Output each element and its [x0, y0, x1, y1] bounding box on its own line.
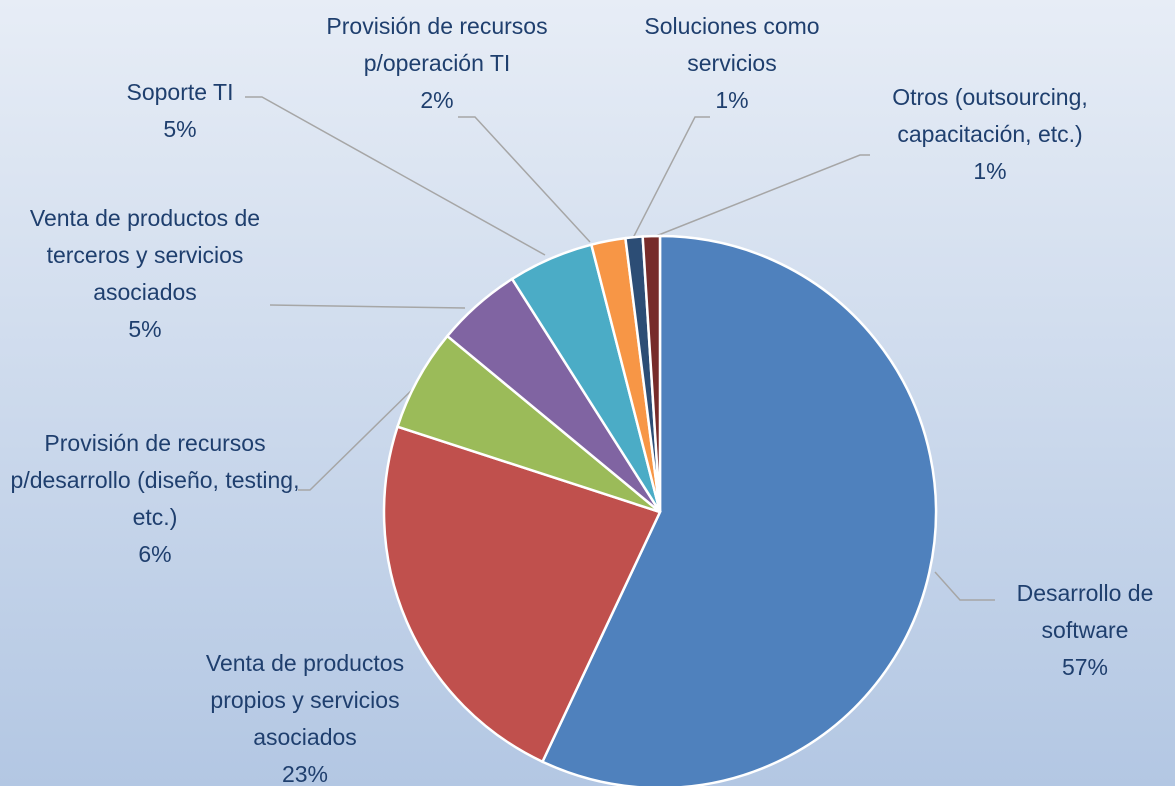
slice-label: Soporte TI 5% — [105, 74, 255, 148]
category-label: Soporte TI — [126, 79, 234, 105]
slice — [382, 425, 662, 764]
leader-line — [458, 116, 591, 243]
category-label: Soluciones como servicios — [644, 13, 820, 76]
category-label: Venta de productos de terceros y servici… — [29, 205, 261, 305]
category-label: Provisión de recursos p/desarrollo (dise… — [10, 430, 300, 530]
slices — [382, 234, 938, 786]
category-label: Provisión de recursos p/operación TI — [326, 13, 548, 76]
slice-label: Desarrollo de software 57% — [995, 575, 1175, 686]
leader-line — [934, 571, 995, 601]
value-label: 1% — [715, 87, 749, 113]
slice-label: Otros (outsourcing, capacitación, etc.) 1… — [845, 79, 1135, 190]
value-label: 2% — [420, 87, 454, 113]
category-label: Otros (outsourcing, capacitación, etc.) — [892, 84, 1088, 147]
value-label: 6% — [138, 541, 172, 567]
slice — [641, 234, 662, 513]
leader-line — [245, 96, 546, 256]
value-label: 57% — [1061, 654, 1109, 680]
leader-line — [631, 116, 710, 241]
value-label: 5% — [128, 316, 162, 342]
leader-line — [298, 381, 421, 491]
category-label: Venta de productos propios y servicios a… — [205, 650, 405, 750]
category-label: Desarrollo de software — [1016, 580, 1154, 643]
slice-label: Soluciones como servicios 1% — [612, 8, 852, 119]
slice-label: Provisión de recursos p/desarrollo (dise… — [5, 425, 305, 573]
value-label: 5% — [163, 116, 197, 142]
slice-label: Provisión de recursos p/operación TI 2% — [287, 8, 587, 119]
leader-lines — [245, 96, 995, 601]
slice-label: Venta de productos propios y servicios a… — [175, 645, 435, 786]
value-label: 1% — [973, 158, 1007, 184]
value-label: 23% — [281, 761, 329, 786]
leader-line — [269, 304, 466, 309]
slice — [540, 234, 938, 786]
leader-line — [650, 154, 870, 239]
slice-label: Venta de productos de terceros y servici… — [10, 200, 280, 348]
